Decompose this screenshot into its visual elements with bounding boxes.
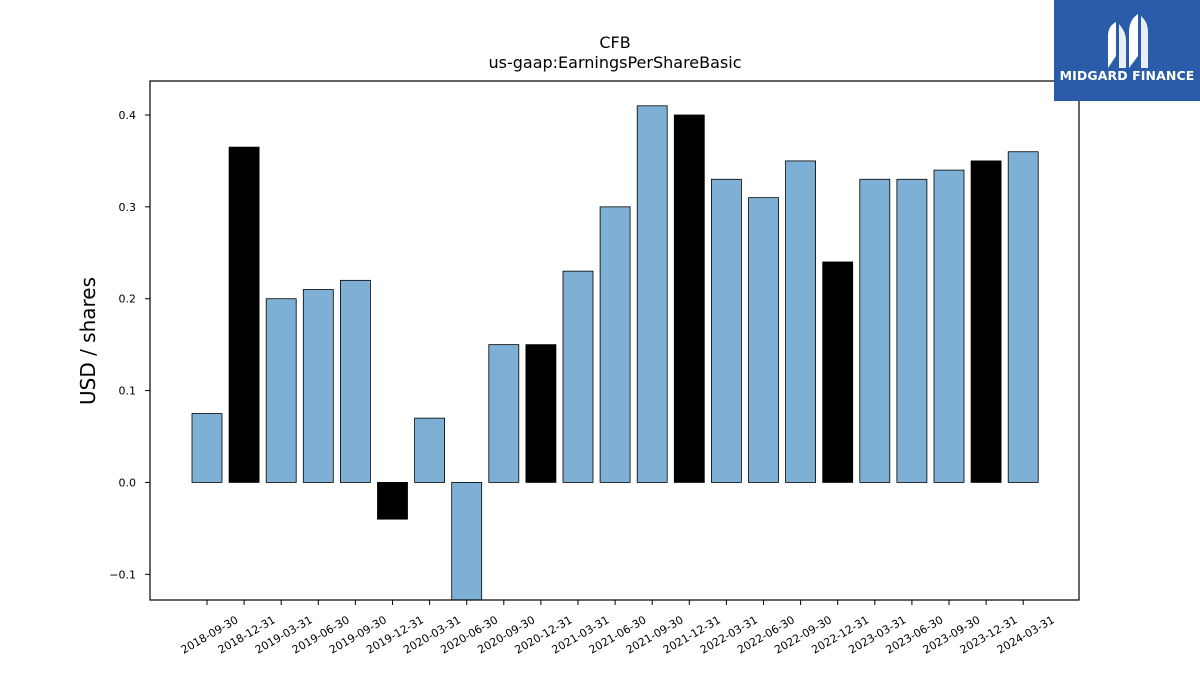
bar-2019-03-31 (265, 298, 297, 483)
bar-2020-12-31 (525, 344, 557, 483)
bar-2023-09-30 (933, 169, 965, 483)
plot-frame (149, 80, 1080, 601)
y-axis-label: USD / shares (76, 277, 100, 405)
bar-2021-03-31 (562, 270, 594, 483)
y-ticks-group: −0.1 0.0 0.1 0.2 0.3 0.4 (109, 109, 150, 581)
y-tick-label: 0.1 (119, 385, 137, 398)
x-ticks-group: 2018-09-302018-12-312019-03-312019-06-30… (179, 600, 1057, 657)
bar-2019-06-30 (302, 289, 334, 483)
bar-2020-06-30 (451, 482, 483, 600)
y-tick-label: −0.1 (109, 568, 136, 581)
chart-title: CFB (599, 33, 630, 52)
bar-2023-03-31 (859, 178, 891, 483)
bar-2022-12-31 (822, 261, 854, 483)
y-tick-label: 0.3 (119, 201, 137, 214)
bar-2018-09-30 (191, 413, 223, 483)
bar-2022-09-30 (785, 160, 816, 483)
chart-subtitle: us-gaap:EarningsPerShareBasic (488, 53, 741, 72)
bar-2021-09-30 (636, 105, 668, 483)
bar-2023-06-30 (896, 178, 928, 483)
bar-2023-12-31 (970, 160, 1002, 483)
bar-2020-09-30 (488, 344, 520, 483)
bar-2020-03-31 (414, 417, 446, 483)
bar-2019-09-30 (339, 279, 371, 483)
bar-2018-12-31 (228, 146, 260, 483)
bar-2024-03-31 (1007, 151, 1039, 483)
midgard-finance-logo: MIDGARD FINANCE (1054, 0, 1200, 101)
bar-2022-06-30 (748, 197, 779, 483)
y-tick-label: 0.4 (119, 109, 137, 122)
bars-group (191, 105, 1039, 600)
logo-text: MIDGARD FINANCE (1059, 68, 1195, 83)
bar-2022-03-31 (711, 178, 742, 483)
midgard-logo-icon (1108, 14, 1148, 68)
bar-2021-06-30 (599, 206, 631, 483)
y-tick-label: 0.0 (119, 476, 137, 489)
bar-2019-12-31 (377, 482, 408, 520)
y-tick-label: 0.2 (119, 293, 137, 306)
bar-2021-12-31 (673, 114, 705, 483)
